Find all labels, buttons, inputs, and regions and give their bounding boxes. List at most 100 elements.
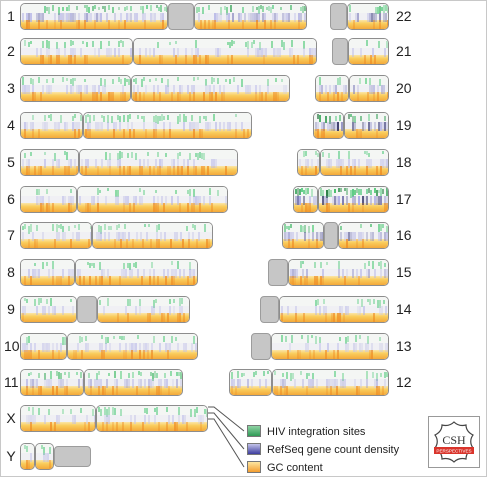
refseq-density-mark — [42, 343, 44, 352]
chromosome-arm — [194, 3, 307, 30]
hiv-site-mark — [38, 298, 40, 305]
hiv-site-mark — [368, 114, 370, 121]
gc-content-mark — [124, 92, 126, 101]
gc-content-mark — [306, 386, 308, 395]
gc-content-mark — [50, 55, 52, 64]
hiv-site-mark — [237, 371, 239, 378]
gc-content-mark — [26, 350, 28, 359]
refseq-density-mark — [325, 85, 327, 94]
hiv-site-mark — [266, 7, 268, 10]
hiv-site-mark — [189, 153, 191, 160]
refseq-density-mark — [144, 13, 146, 22]
hiv-site-mark — [197, 153, 199, 160]
refseq-density-mark — [147, 159, 149, 168]
refseq-density-mark — [98, 85, 100, 94]
chromosome-label-19: 19 — [396, 117, 412, 133]
refseq-density-mark — [385, 13, 387, 22]
centromere-block — [330, 3, 347, 30]
chromosome-label-15: 15 — [396, 264, 412, 280]
refseq-density-mark — [158, 379, 160, 388]
refseq-density-mark — [380, 232, 382, 241]
hiv-site-mark — [217, 78, 219, 84]
refseq-density-mark — [350, 232, 352, 241]
chromosome-arm — [271, 333, 389, 360]
gc-content-mark — [142, 239, 144, 248]
refseq-density-mark — [84, 85, 86, 94]
refseq-density-mark — [116, 379, 118, 388]
hiv-site-mark — [105, 152, 107, 160]
hiv-site-mark — [201, 153, 203, 159]
refseq-density-mark — [319, 85, 321, 94]
gc-content-mark — [70, 239, 72, 248]
refseq-density-mark — [381, 85, 383, 94]
hiv-site-mark — [251, 42, 253, 48]
refseq-density-mark — [280, 379, 282, 388]
hiv-site-mark — [126, 79, 128, 82]
refseq-density-mark — [38, 13, 40, 22]
legend-connectors — [208, 406, 245, 468]
refseq-density-mark — [152, 379, 154, 388]
refseq-density-mark — [250, 13, 252, 22]
gc-content-mark — [143, 92, 145, 101]
hiv-site-mark — [311, 335, 313, 338]
refseq-density-mark — [135, 343, 137, 352]
refseq-density-mark — [130, 13, 132, 22]
gc-content-mark — [85, 203, 87, 212]
refseq-density-mark — [305, 159, 307, 168]
hiv-site-mark — [378, 262, 380, 266]
chromosome-arm — [344, 112, 389, 139]
hiv-site-mark — [112, 7, 114, 13]
refseq-density-mark — [93, 196, 95, 205]
gc-content-mark — [333, 92, 335, 101]
gc-content-mark — [26, 460, 28, 469]
hiv-site-mark — [144, 408, 146, 413]
gc-content-mark — [84, 422, 86, 431]
chromosome-7: 7 — [0, 222, 487, 249]
gc-content-mark — [30, 350, 32, 359]
refseq-density-mark — [338, 159, 340, 168]
hiv-site-mark — [335, 116, 337, 121]
refseq-density-mark — [259, 48, 261, 57]
refseq-density-mark — [263, 48, 265, 57]
hiv-site-mark — [186, 226, 188, 231]
gc-content-mark — [68, 276, 70, 285]
refseq-density-mark — [52, 306, 54, 315]
refseq-density-mark — [375, 13, 377, 22]
hiv-site-mark — [339, 337, 341, 341]
refseq-density-mark — [219, 48, 221, 57]
refseq-density-mark — [215, 48, 217, 57]
refseq-density-mark — [286, 232, 288, 241]
hiv-site-mark — [110, 226, 112, 230]
refseq-density-mark — [286, 13, 288, 22]
hiv-site-mark — [32, 407, 34, 415]
hiv-site-mark — [26, 446, 28, 452]
hiv-site-mark — [104, 224, 106, 230]
refseq-density-mark — [164, 232, 166, 241]
refseq-density-mark — [335, 85, 337, 94]
gc-content-mark — [32, 386, 34, 395]
gc-content-mark — [56, 276, 58, 285]
chromosome-label-13: 13 — [396, 338, 412, 354]
hiv-site-mark — [245, 42, 247, 47]
refseq-density-mark — [330, 159, 332, 168]
refseq-density-mark — [321, 122, 323, 131]
refseq-density-mark — [371, 85, 373, 94]
chromosome-arm — [20, 38, 133, 65]
hiv-site-mark — [118, 41, 120, 47]
refseq-density-mark — [176, 232, 178, 241]
hiv-site-mark — [88, 7, 90, 13]
gc-content-mark — [275, 92, 277, 101]
hiv-site-mark — [286, 372, 288, 379]
hiv-site-mark — [380, 224, 382, 231]
hiv-site-mark — [282, 373, 284, 377]
refseq-density-mark — [114, 13, 116, 22]
gc-content-mark — [187, 203, 189, 212]
refseq-density-mark — [26, 159, 28, 168]
hiv-site-mark — [369, 299, 371, 305]
refseq-density-mark — [379, 13, 381, 22]
refseq-density-mark — [72, 196, 74, 205]
hiv-site-mark — [302, 6, 304, 13]
gc-content-mark — [68, 203, 70, 212]
hiv-site-mark — [103, 116, 105, 122]
gc-content-mark — [28, 20, 30, 29]
